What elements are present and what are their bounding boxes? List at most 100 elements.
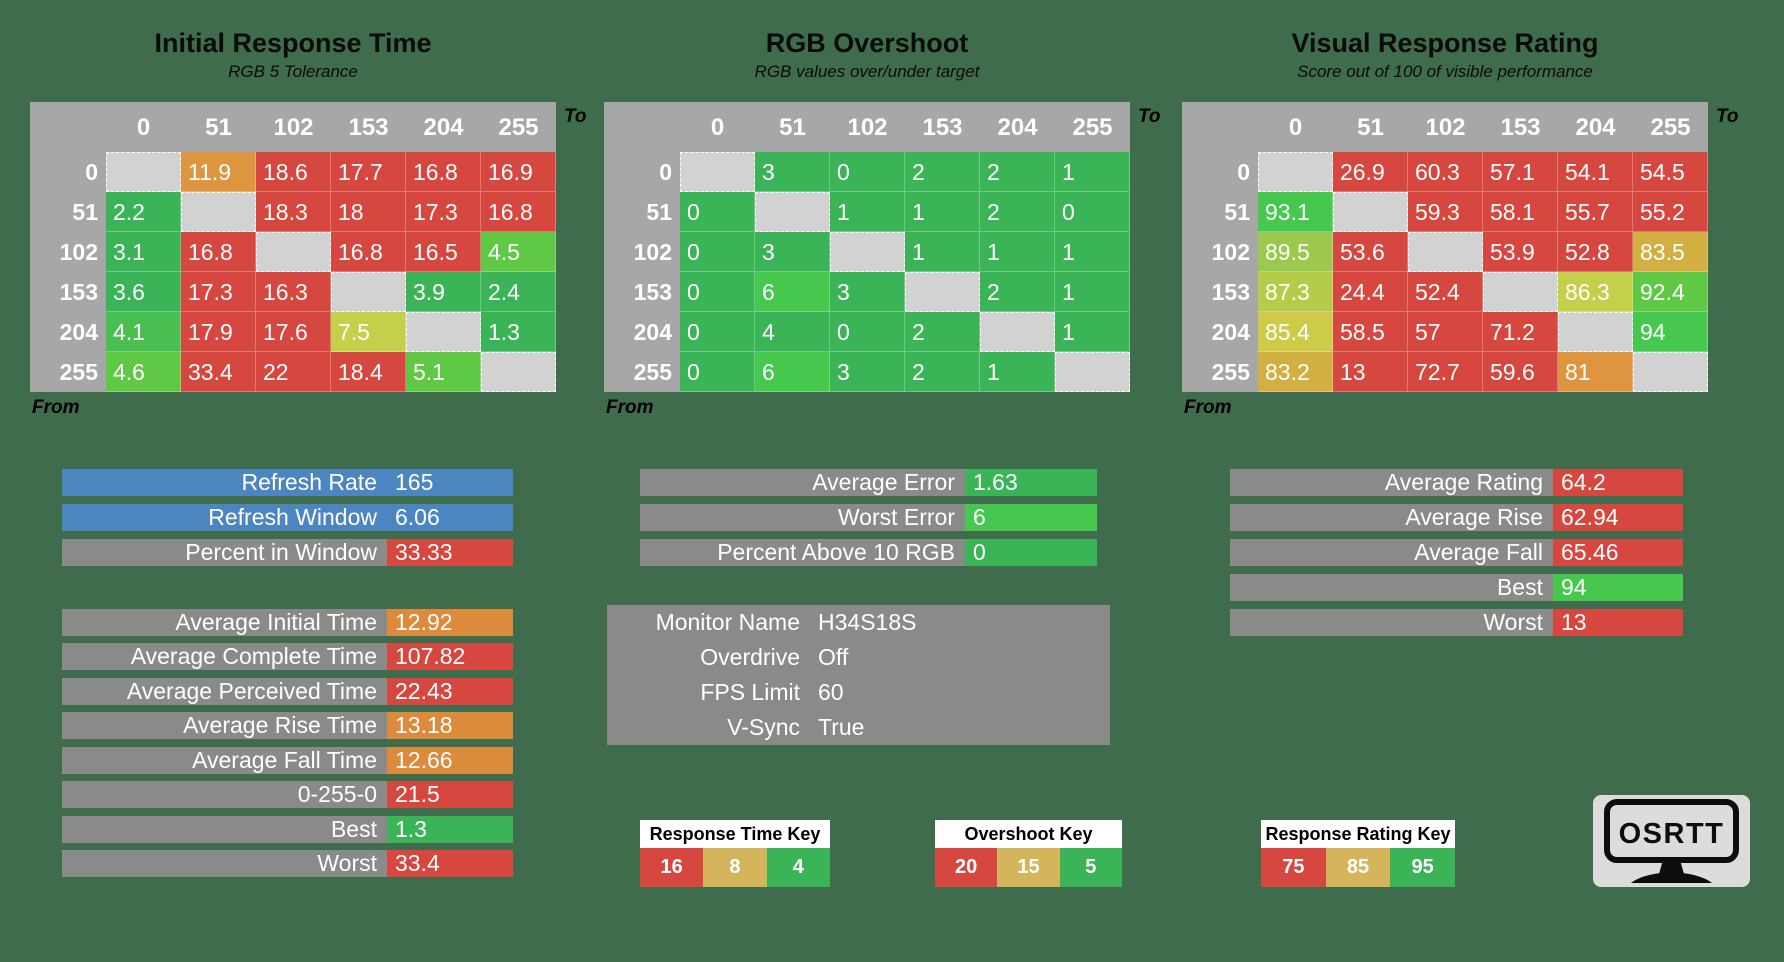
stat-label: Average Rise Time [62, 712, 387, 740]
stat-value: 107.82 [387, 643, 513, 671]
heatmap-cell: 3.1 [106, 232, 181, 272]
stat-row: Monitor Name H34S18S [607, 605, 1110, 640]
stat-row: Overdrive Off [607, 640, 1110, 675]
stat-label: FPS Limit [700, 679, 800, 705]
stat-value: 33.33 [387, 539, 513, 566]
heatmap-cell [1408, 232, 1483, 272]
column-header: 255 [481, 102, 556, 152]
heatmap-cell: 54.1 [1558, 152, 1633, 192]
row-header: 255 [604, 352, 680, 392]
column-header: 153 [1483, 102, 1558, 152]
heatmap-cell: 89.5 [1258, 232, 1333, 272]
key-cell: 16 [640, 848, 704, 887]
heatmap-cell [481, 352, 556, 392]
key-cell: 20 [935, 848, 998, 887]
heatmap-cell: 92.4 [1633, 272, 1708, 312]
heatmap-cell [1633, 352, 1708, 392]
row-header: 153 [30, 272, 106, 312]
logo-text: OSRTT [1619, 818, 1725, 850]
heatmap-cell: 59.6 [1483, 352, 1558, 392]
heatmap-cell [106, 152, 181, 192]
heatmap-cell: 17.7 [331, 152, 406, 192]
stat-label: Refresh Window [62, 504, 387, 531]
key-cell: 75 [1261, 848, 1326, 887]
logo-background [1593, 795, 1750, 887]
heatmap-cell: 1 [905, 192, 980, 232]
refresh-stats-panel: Refresh Rate 165 Refresh Window 6.06 Percent… [62, 465, 513, 570]
heatmap-cell [256, 232, 331, 272]
heatmap-cell: 18 [331, 192, 406, 232]
heatmap-visual-response-rating: Visual Response Rating Score out of 100 … [1182, 28, 1739, 428]
heatmap-cell [181, 192, 256, 232]
heatmap-cell: 2 [905, 352, 980, 392]
column-header: 204 [406, 102, 481, 152]
heatmap-cell [980, 312, 1055, 352]
table-subtitle: Score out of 100 of visible performance [1297, 62, 1593, 81]
stat-label: Percent in Window [62, 539, 387, 566]
heatmap-rgb-overshoot: RGB Overshoot RGB values over/under targ… [604, 28, 1161, 428]
stat-value: 13.18 [387, 712, 513, 740]
heatmap-cell: 3 [830, 272, 905, 312]
column-header: 51 [755, 102, 830, 152]
heatmap-cell: 17.6 [256, 312, 331, 352]
stat-row: Average Error 1.63 [640, 465, 1097, 500]
heatmap-cell: 85.4 [1258, 312, 1333, 352]
stat-row: Percent Above 10 RGB 0 [640, 535, 1097, 570]
stat-label: Average Rating [1230, 469, 1553, 496]
stat-row: V-Sync True [607, 710, 1110, 745]
stat-row: Worst Error 6 [640, 500, 1097, 535]
heatmap-cell: 2 [905, 312, 980, 352]
stat-value: H34S18S [818, 609, 917, 635]
rating-stats-panel: Average Rating 64.2 Average Rise 62.94 Avera… [1230, 465, 1683, 640]
heatmap-cell: 4.1 [106, 312, 181, 352]
column-header: 255 [1055, 102, 1130, 152]
heatmap-cell: 1 [1055, 272, 1130, 312]
heatmap-cell: 0 [680, 352, 755, 392]
heatmap-cell: 57.1 [1483, 152, 1558, 192]
heatmap-cell [1558, 312, 1633, 352]
stat-label: Refresh Rate [62, 469, 387, 496]
stat-row: Best 94 [1230, 570, 1683, 605]
heatmap-cell: 18.6 [256, 152, 331, 192]
row-header: 153 [1182, 272, 1258, 312]
heatmap-cell: 58.5 [1333, 312, 1408, 352]
stat-row: Average Rise 62.94 [1230, 500, 1683, 535]
row-header: 255 [30, 352, 106, 392]
stat-row: 0-255-0 21.5 [62, 778, 513, 813]
heatmap-cell: 1 [1055, 312, 1130, 352]
stat-label: Average Rise [1230, 504, 1553, 531]
stat-label: Percent Above 10 RGB [640, 539, 965, 566]
heatmap-cell: 53.6 [1333, 232, 1408, 272]
key-cell: 95 [1390, 848, 1456, 887]
stat-value: 0 [965, 539, 1097, 566]
heatmap-cell: 1 [1055, 232, 1130, 272]
heatmap-cell [406, 312, 481, 352]
stat-label: Average Initial Time [62, 608, 387, 636]
heatmap-cell [1258, 152, 1333, 192]
key-title: Overshoot Key [935, 820, 1122, 848]
heatmap-cell: 0 [1055, 192, 1130, 232]
heatmap-cell: 0 [830, 312, 905, 352]
stat-label: Average Perceived Time [62, 677, 387, 705]
stat-row: Refresh Rate 165 [62, 465, 513, 500]
column-header: 51 [1333, 102, 1408, 152]
stat-row: Average Complete Time 107.82 [62, 640, 513, 675]
row-header: 255 [1182, 352, 1258, 392]
column-header: 102 [1408, 102, 1483, 152]
heatmap-cell: 16.8 [331, 232, 406, 272]
heatmap-cell: 83.2 [1258, 352, 1333, 392]
stat-value: 12.66 [387, 746, 513, 774]
row-header: 204 [1182, 312, 1258, 352]
key-title: Response Rating Key [1261, 820, 1455, 848]
heatmap-cell: 7.5 [331, 312, 406, 352]
row-header: 102 [30, 232, 106, 272]
key-cell: 4 [766, 848, 830, 887]
row-header: 51 [30, 192, 106, 232]
monitor-stand-icon [1659, 860, 1684, 874]
heatmap-cell [331, 272, 406, 312]
heatmap-cell [830, 232, 905, 272]
heatmap-cell: 0 [680, 192, 755, 232]
column-header: 0 [1258, 102, 1333, 152]
